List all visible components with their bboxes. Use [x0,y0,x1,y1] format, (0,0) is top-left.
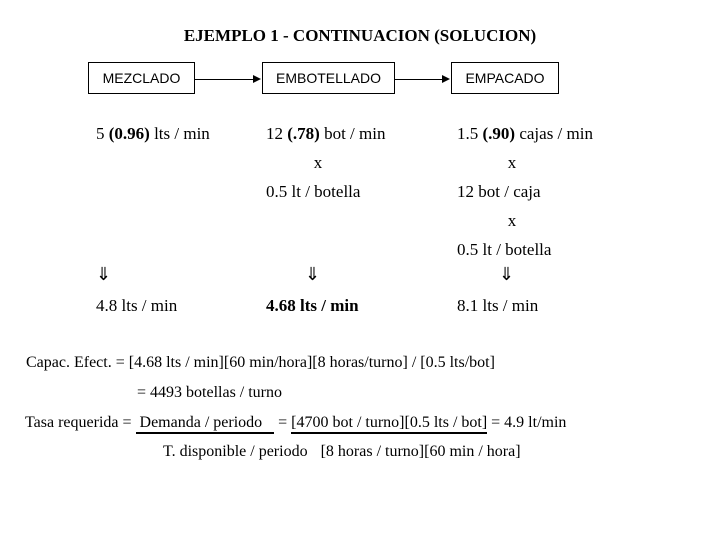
rate-formula-numerator: [4700 bot / turno][0.5 lts / bot] [291,414,488,434]
rate-denominator-line: T. disponible / periodo [8 horas / turno]… [163,443,521,461]
capacity-line-2: = 4493 botellas / turno [137,384,283,401]
rate-result: = 4.9 lt/min [487,414,567,431]
embotellado-result: 4.68 lts / min [266,296,359,315]
rate-formula-denominator: [8 horas / turno][60 min / hora] [320,443,521,460]
empacado-times-2: x [507,211,517,230]
stage-box-empacado: EMPACADO [451,62,559,94]
down-arrow-icon: ⇓ [305,264,321,285]
stage-box-mezclado: MEZCLADO [88,62,195,94]
page-title: EJEMPLO 1 - CONTINUACION (SOLUCION) [183,26,537,45]
down-arrow-icon: ⇓ [96,264,112,285]
rate-numerator-line: Tasa requerida = Demanda / periodo = [47… [25,414,566,434]
embotellado-factor: 0.5 lt / botella [266,182,361,201]
empacado-rate: 1.5 (.90) cajas / min [457,124,593,143]
arrow-right-icon [442,75,450,83]
mezclado-result: 4.8 lts / min [96,296,178,315]
capacity-line-1: Capac. Efect. = [4.68 lts / min][60 min/… [26,354,495,371]
empacado-times-1: x [507,153,517,172]
rate-label: Tasa requerida = [25,414,136,431]
flow-arrow-1-line [195,79,253,80]
embotellado-times: x [313,153,323,172]
stage-box-embotellado: EMBOTELLADO [262,62,395,94]
down-arrow-icon: ⇓ [499,264,515,285]
empacado-factor-1: 12 bot / caja [457,182,541,201]
rate-numerator: Demanda / periodo [135,414,275,434]
embotellado-rate: 12 (.78) bot / min [266,124,386,143]
rate-denominator: T. disponible / periodo [163,443,308,460]
empacado-factor-2: 0.5 lt / botella [457,240,552,259]
flow-arrow-2-line [395,79,442,80]
empacado-result: 8.1 lts / min [457,296,539,315]
arrow-right-icon [253,75,261,83]
mezclado-rate: 5 (0.96) lts / min [96,124,210,143]
